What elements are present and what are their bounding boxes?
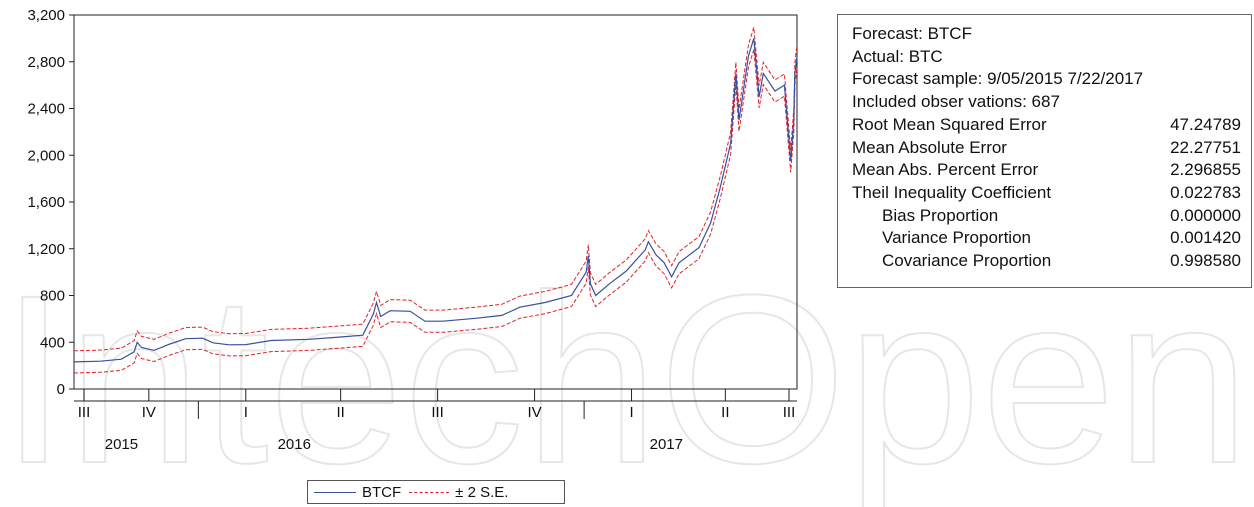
x-tick-label: IV (527, 404, 541, 421)
stats-row-value: 0.000000 (1170, 205, 1241, 225)
x-tick-label: I (629, 404, 633, 421)
legend-swatch-se (409, 491, 450, 493)
y-tick-label: 1,600 (27, 194, 65, 211)
stats-row-value: 0.998580 (1170, 251, 1241, 271)
stats-actual-line: Actual: BTC (852, 46, 943, 66)
x-tick-label: III (431, 404, 444, 421)
stats-row: Variance Proportion 0.001420 (852, 227, 1241, 250)
stats-row: Covariance Proportion 0.998580 (852, 250, 1241, 273)
stats-row: Mean Abs. Percent Error 2.296855 (852, 159, 1241, 182)
x-tick-label: III (783, 404, 796, 421)
y-tick-label: 2,800 (27, 54, 65, 71)
x-year-label: 2017 (650, 436, 683, 453)
stats-forecast-line: Forecast: BTCF (852, 24, 972, 43)
se-upper-line (73, 27, 798, 352)
x-tick-label: II (336, 404, 344, 421)
stats-row-value: 0.001420 (1170, 228, 1241, 248)
stats-row-value: 22.27751 (1170, 137, 1241, 157)
stats-row-label: Covariance Proportion (882, 251, 1052, 271)
y-tick-label: 800 (40, 288, 65, 305)
chart-legend: BTCF ± 2 S.E. (307, 480, 565, 504)
legend-label-btcf: BTCF (362, 483, 402, 501)
x-tick-label: I (244, 404, 248, 421)
x-year-label: 2015 (105, 436, 138, 453)
stats-row-value: 0.022783 (1170, 182, 1241, 202)
stats-row-label: Mean Abs. Percent Error (852, 160, 1039, 180)
stats-row-label: Bias Proportion (882, 205, 999, 225)
se-lower-line (73, 49, 798, 374)
stats-row-label: Variance Proportion (882, 228, 1031, 248)
stats-row-value: 2.296855 (1170, 160, 1241, 180)
stats-rows: Root Mean Squared Error 47.24789 Mean Abso… (852, 114, 1241, 273)
stats-row: Root Mean Squared Error 47.24789 (852, 114, 1241, 137)
stats-row: Theil Inequality Coefficient 0.022783 (852, 182, 1241, 205)
stats-row: Mean Absolute Error 22.27751 (852, 137, 1241, 160)
legend-item-btcf: BTCF (314, 484, 401, 501)
legend-label-se: ± 2 S.E. (455, 483, 509, 501)
y-tick-label: 3,200 (27, 7, 65, 24)
y-tick-label: 400 (40, 334, 65, 351)
stats-row-label: Theil Inequality Coefficient (852, 182, 1052, 202)
forecast-stats-box: Forecast: BTCF Actual: BTC Forecast samp… (837, 14, 1252, 288)
legend-item-se: ± 2 S.E. (409, 484, 508, 501)
x-tick-label: III (78, 404, 91, 421)
stats-row-label: Root Mean Squared Error (852, 114, 1047, 134)
y-tick-label: 1,200 (27, 241, 65, 258)
stats-observations-line: Included obser vations: 687 (852, 92, 1060, 112)
stats-row-label: Mean Absolute Error (852, 137, 1007, 157)
x-year-label: 2016 (278, 436, 311, 453)
stats-row-value: 47.24789 (1170, 114, 1241, 134)
btcf-line (73, 38, 798, 363)
y-tick-label: 2,400 (27, 101, 65, 118)
y-tick-label: 0 (57, 381, 65, 398)
plot-frame (73, 14, 798, 390)
stats-sample-line: Forecast sample: 9/05/2015 7/22/2017 (852, 69, 1144, 89)
stats-row: Bias Proportion 0.000000 (852, 205, 1241, 228)
x-tick-label: IV (142, 404, 156, 421)
x-tick-label: II (721, 404, 729, 421)
legend-swatch-btcf (314, 491, 356, 493)
y-tick-label: 2,000 (27, 147, 65, 164)
